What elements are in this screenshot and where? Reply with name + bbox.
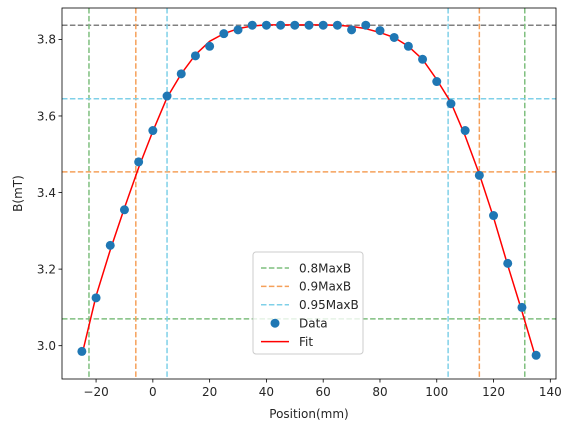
data-point <box>77 346 87 356</box>
x-axis-label: Position(mm) <box>269 407 348 421</box>
y-axis-label: B(mT) <box>11 175 25 212</box>
y-tick-label: 3.8 <box>37 33 56 47</box>
legend-label: Fit <box>299 335 313 349</box>
data-point <box>205 41 215 51</box>
reference-lines <box>62 8 556 379</box>
legend: 0.8MaxB 0.9MaxB 0.95MaxB Data Fit <box>252 251 364 355</box>
y-tick-label: 3.0 <box>37 339 56 353</box>
data-point <box>176 69 186 79</box>
data-point <box>361 20 371 30</box>
y-tick-label: 3.2 <box>37 262 56 276</box>
data-point <box>190 51 200 61</box>
legend-box <box>252 251 364 355</box>
x-tick-label: 0 <box>149 385 157 399</box>
data-point <box>261 20 271 30</box>
legend-label: Data <box>299 317 328 331</box>
data-point <box>460 126 470 136</box>
data-point <box>503 258 513 268</box>
data-point <box>403 41 413 51</box>
plot-frame <box>61 7 557 380</box>
legend-handle-marker <box>270 318 280 328</box>
data-point <box>517 302 527 312</box>
data-point <box>304 20 314 30</box>
data-point <box>290 20 300 30</box>
x-tick-label: 60 <box>316 385 331 399</box>
data-point <box>148 126 158 136</box>
legend-label: 0.95MaxB <box>299 298 359 312</box>
data-point <box>276 20 286 30</box>
y-tick-label: 3.6 <box>37 109 56 123</box>
x-tick-label: 140 <box>539 385 562 399</box>
x-tick-label: 20 <box>202 385 217 399</box>
data-point <box>119 205 129 215</box>
data-point <box>332 20 342 30</box>
data-point <box>531 350 541 360</box>
data-point <box>489 211 499 221</box>
data-point <box>418 54 428 64</box>
data-point <box>91 293 101 303</box>
data-points-layer <box>77 20 541 360</box>
y-axis-ticks: 3.0 3.2 3.4 3.6 3.8 <box>37 33 62 353</box>
y-tick-label: 3.4 <box>37 186 56 200</box>
x-axis-ticks: −20 0 20 40 60 80 100 120 140 <box>83 379 562 399</box>
data-point <box>347 25 357 35</box>
data-point <box>233 25 243 35</box>
data-point <box>134 157 144 167</box>
data-point <box>432 77 442 87</box>
data-point <box>219 29 229 39</box>
data-point <box>105 240 115 250</box>
x-tick-label: 100 <box>425 385 448 399</box>
x-tick-label: −20 <box>83 385 108 399</box>
legend-label: 0.9MaxB <box>299 280 351 294</box>
data-point <box>318 20 328 30</box>
x-tick-label: 40 <box>259 385 274 399</box>
legend-label: 0.8MaxB <box>299 261 351 275</box>
data-point <box>375 26 385 36</box>
x-tick-label: 80 <box>372 385 387 399</box>
data-point <box>389 32 399 42</box>
data-point <box>446 99 456 109</box>
x-tick-label: 120 <box>482 385 505 399</box>
data-point <box>474 170 484 180</box>
data-point <box>247 20 257 30</box>
data-point <box>162 91 172 101</box>
